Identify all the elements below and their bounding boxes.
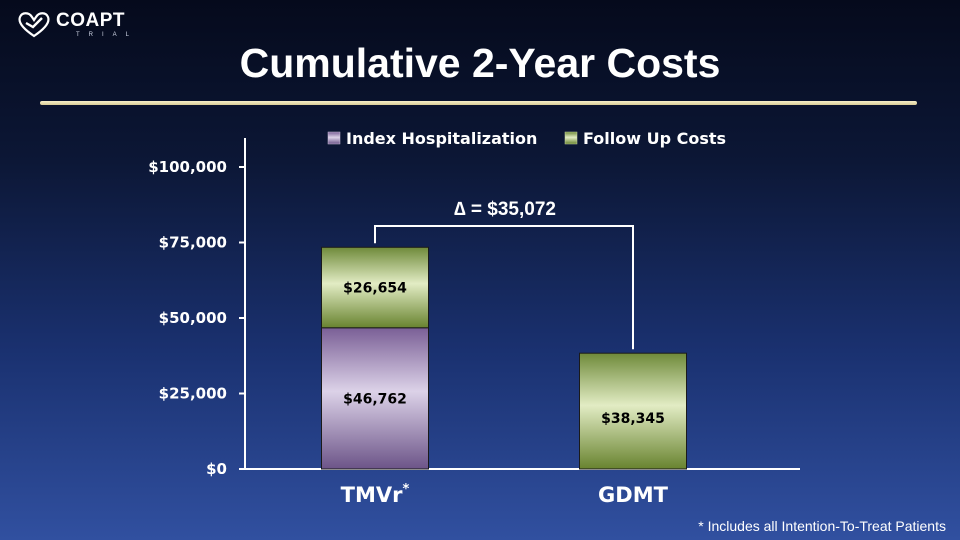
bars bbox=[321, 246, 687, 470]
delta-annotation: ∆ = $35,072 bbox=[454, 199, 556, 220]
chart-legend: Index Hospitalization Follow Up Costs bbox=[327, 129, 726, 148]
y-tick-label: $0 bbox=[206, 460, 227, 478]
bar-labels: $46,762 $26,654 $38,345 bbox=[343, 281, 665, 428]
delta-bracket bbox=[374, 225, 634, 350]
y-tick-label: $25,000 bbox=[159, 385, 227, 403]
category-label-gdmt: GDMT bbox=[598, 483, 669, 507]
page-title: Cumulative 2-Year Costs bbox=[239, 40, 721, 86]
y-tick-label: $100,000 bbox=[148, 158, 227, 176]
title-divider bbox=[40, 101, 917, 105]
logo-subtitle: TRIAL bbox=[76, 32, 139, 38]
category-labels: TMVr* GDMT bbox=[341, 482, 669, 507]
legend-label-index-hospitalization: Index Hospitalization bbox=[346, 129, 537, 148]
y-tick-label: $75,000 bbox=[159, 234, 227, 252]
y-tick-label: $50,000 bbox=[159, 309, 227, 327]
legend-label-follow-up: Follow Up Costs bbox=[583, 129, 726, 148]
heart-icon bbox=[18, 12, 50, 38]
legend-swatch-index-hospitalization bbox=[327, 131, 341, 145]
bar-tmvr-follow-up bbox=[321, 246, 429, 329]
bar-value-label: $46,762 bbox=[343, 391, 407, 407]
logo-name: COAPT bbox=[56, 10, 125, 31]
footnote: * Includes all Intention-To-Treat Patien… bbox=[698, 518, 946, 534]
bar-gdmt-follow-up bbox=[579, 352, 687, 470]
y-axis-ticks: $0 $25,000 $50,000 $75,000 $100,000 bbox=[148, 158, 245, 478]
bar-tmvr-index-hospitalization bbox=[321, 327, 429, 470]
bar-value-label: $26,654 bbox=[343, 281, 407, 297]
coapt-logo: COAPT TRIAL bbox=[16, 10, 146, 40]
category-label-tmvr: TMVr* bbox=[341, 482, 410, 507]
bar-value-label: $38,345 bbox=[601, 411, 665, 427]
legend-swatch-follow-up bbox=[564, 131, 578, 145]
